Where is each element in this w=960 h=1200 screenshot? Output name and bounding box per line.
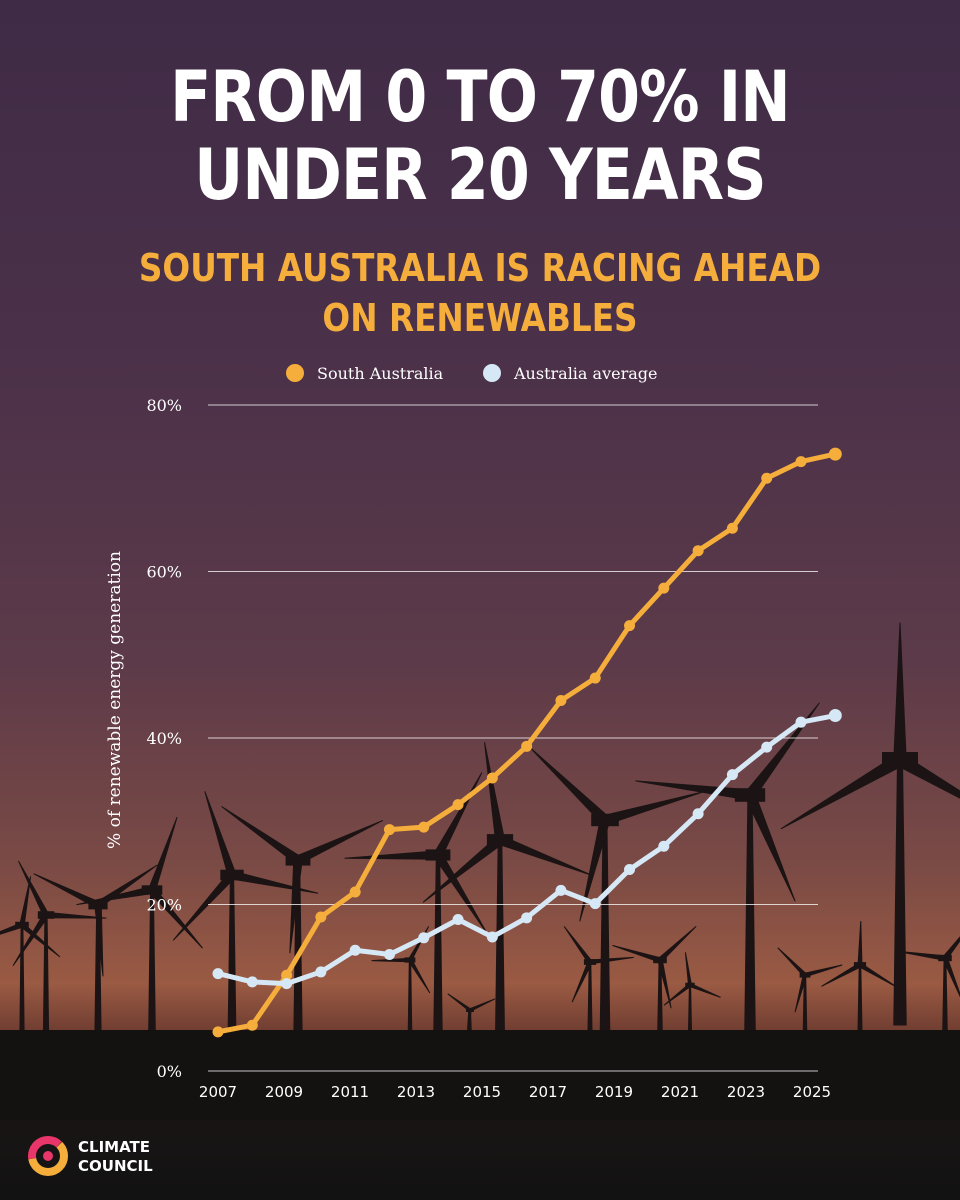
data-point [521,740,533,752]
wind-turbine [422,742,593,1036]
series-australia-average [212,709,842,990]
wind-turbine [777,947,843,1031]
y-tick-label: 20% [146,896,182,915]
y-axis-label: % of renewable energy generation [105,551,125,849]
wind-turbine [663,952,721,1031]
data-point [692,808,704,820]
data-point [589,898,601,910]
x-tick-label: 2025 [793,1083,831,1101]
line-chart: South Australia Australia average 0% 20% 4… [0,364,960,1120]
climate-council-logo: CLIMATE COUNCIL [26,1134,186,1182]
data-point [246,1019,258,1031]
wind-turbine [447,993,496,1038]
data-point [555,884,567,896]
data-point [418,821,430,833]
x-tick-label: 2017 [529,1083,567,1101]
legend-label-south-australia: South Australia [317,364,444,383]
legend: South Australia Australia average [286,364,658,383]
data-point [315,966,327,978]
x-tick-label: 2023 [727,1083,765,1101]
data-point [726,769,738,781]
data-point [315,911,327,923]
data-point [349,944,361,956]
wind-turbine [821,920,898,1031]
ground [0,1030,960,1120]
legend-marker-australia-average [483,364,501,382]
data-point [658,840,670,852]
climate-council-logo-icon [27,1136,68,1176]
wind-turbine [12,860,107,1046]
x-axis-ticks: 2007 2009 2011 2013 2015 2017 2019 2021 2023 2025 [199,1083,831,1101]
data-point [486,772,498,784]
y-tick-label: 40% [146,729,182,748]
y-axis-ticks: 0% 20% 40% 60% 80% [146,396,182,1081]
data-point [828,709,842,723]
title-line-1: FROM 0 TO 70% IN [170,56,791,138]
series-south-australia [212,447,842,1038]
data-point [452,799,464,811]
data-point [795,456,807,468]
wind-turbine [172,791,319,1041]
data-point [383,948,395,960]
data-series [212,447,842,1038]
data-point [349,886,361,898]
wind-turbines-background [0,622,960,1046]
wind-turbine [895,936,960,1031]
data-point [624,620,636,632]
x-tick-label: 2013 [397,1083,435,1101]
y-tick-label: 60% [146,563,182,582]
data-point [624,864,636,876]
wind-turbine [635,702,820,1031]
logo-line-1: CLIMATE [78,1138,150,1156]
logo-line-2: COUNCIL [78,1157,153,1175]
wind-turbine [344,772,488,1036]
page-title: FROM 0 TO 70% IN UNDER 20 YEARS [67,58,893,214]
data-point [726,522,738,534]
data-point [486,931,498,943]
data-point [589,672,601,684]
gridlines [208,404,818,1072]
y-tick-label: 0% [157,1062,182,1081]
data-point [761,741,773,753]
data-point [212,1026,224,1038]
data-point [452,913,464,925]
data-point [281,978,293,990]
data-point [761,472,773,484]
wind-turbine [0,876,61,1046]
data-point [828,447,842,461]
x-tick-label: 2021 [661,1083,699,1101]
data-point [383,824,395,836]
wind-turbine [221,805,383,1041]
legend-label-australia-average: Australia average [513,364,658,383]
title-line-2: UNDER 20 YEARS [194,134,766,216]
data-point [692,545,704,557]
wind-turbine [780,622,960,1026]
data-point [795,716,807,728]
x-tick-label: 2015 [463,1083,501,1101]
data-point [418,932,430,944]
wind-turbine [563,926,634,1031]
wind-turbine [33,864,158,1046]
page-subtitle: SOUTH AUSTRALIA IS RACING AHEAD ON RENEW… [67,243,893,343]
data-point [246,976,258,988]
x-tick-label: 2007 [199,1083,237,1101]
data-point [521,912,533,924]
wind-turbine [612,925,697,1031]
data-point [281,969,293,981]
wind-turbine [371,926,431,1031]
legend-marker-south-australia [286,364,304,382]
x-tick-label: 2011 [331,1083,369,1101]
y-tick-label: 80% [146,396,182,415]
data-point [212,968,224,980]
data-point [658,582,670,594]
data-point [555,695,567,707]
subtitle-line-1: SOUTH AUSTRALIA IS RACING AHEAD [138,246,822,290]
subtitle-line-2: ON RENEWABLES [322,296,638,340]
x-tick-label: 2019 [595,1083,633,1101]
x-tick-label: 2009 [265,1083,303,1101]
wind-turbine [529,747,706,1031]
